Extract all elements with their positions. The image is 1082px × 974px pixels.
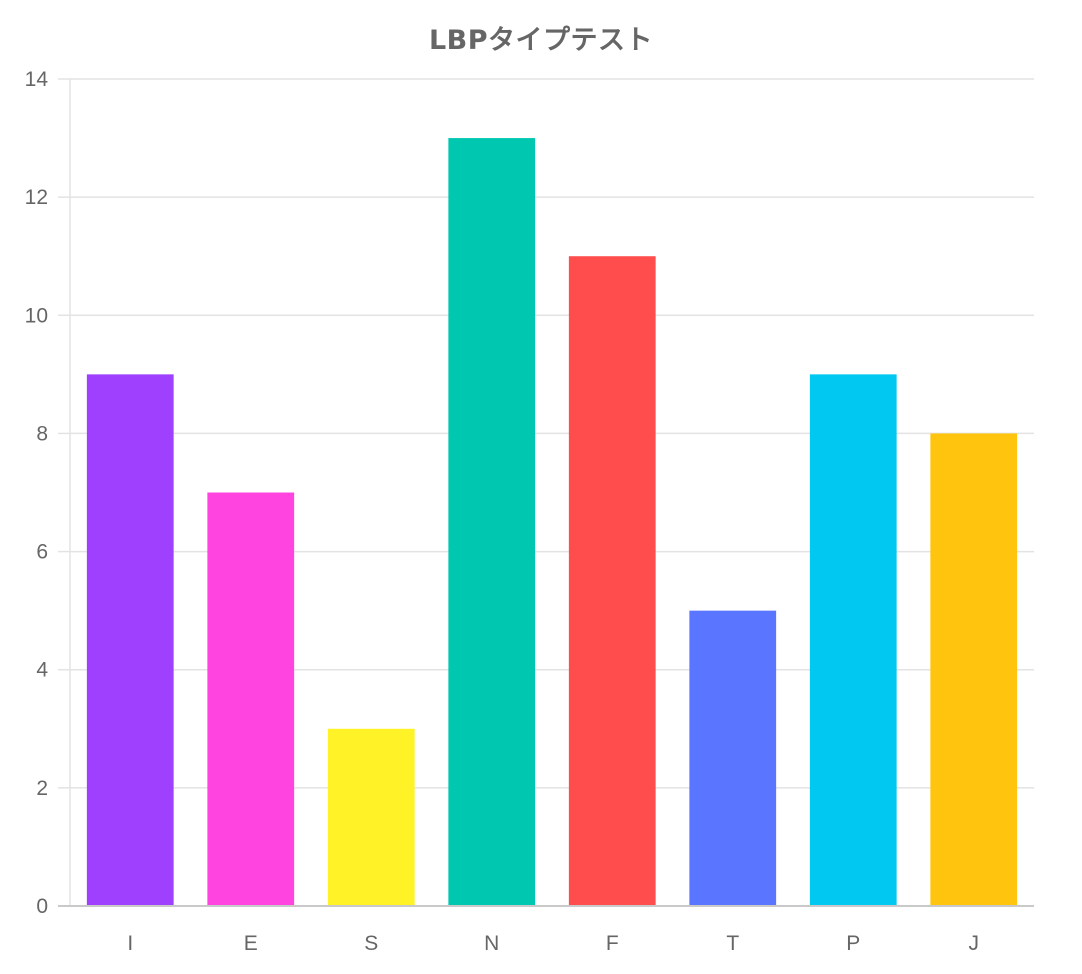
bar-J [930, 433, 1018, 906]
y-tick-labels: 0 2 4 6 8 10 12 14 [25, 68, 49, 918]
x-tick-label: S [364, 932, 378, 955]
bar-S [327, 728, 415, 906]
bar-T [689, 610, 777, 906]
y-tick-label: 12 [25, 186, 48, 209]
bar-E [207, 492, 295, 906]
y-tick-label: 4 [36, 659, 48, 682]
y-tick-label: 8 [36, 422, 48, 445]
y-tick-label: 10 [25, 304, 48, 327]
x-tick-label: J [969, 932, 980, 955]
bar-F [568, 256, 656, 906]
x-tick-label: F [606, 932, 619, 955]
axes [58, 79, 1034, 907]
y-tick-label: 14 [25, 68, 49, 91]
bars [86, 138, 1018, 907]
x-tick-label: T [726, 932, 739, 955]
bar-I [86, 374, 174, 906]
x-tick-label: E [244, 932, 258, 955]
y-tick-label: 0 [36, 895, 48, 918]
chart-title: LBPタイプテスト [428, 25, 654, 56]
x-tick-label: I [127, 932, 133, 955]
y-tick-label: 2 [36, 777, 48, 800]
bar-P [809, 374, 897, 906]
bar-N [448, 138, 536, 907]
y-tick-label: 6 [36, 541, 48, 564]
x-tick-label: P [846, 932, 860, 955]
x-tick-label: N [484, 932, 499, 955]
